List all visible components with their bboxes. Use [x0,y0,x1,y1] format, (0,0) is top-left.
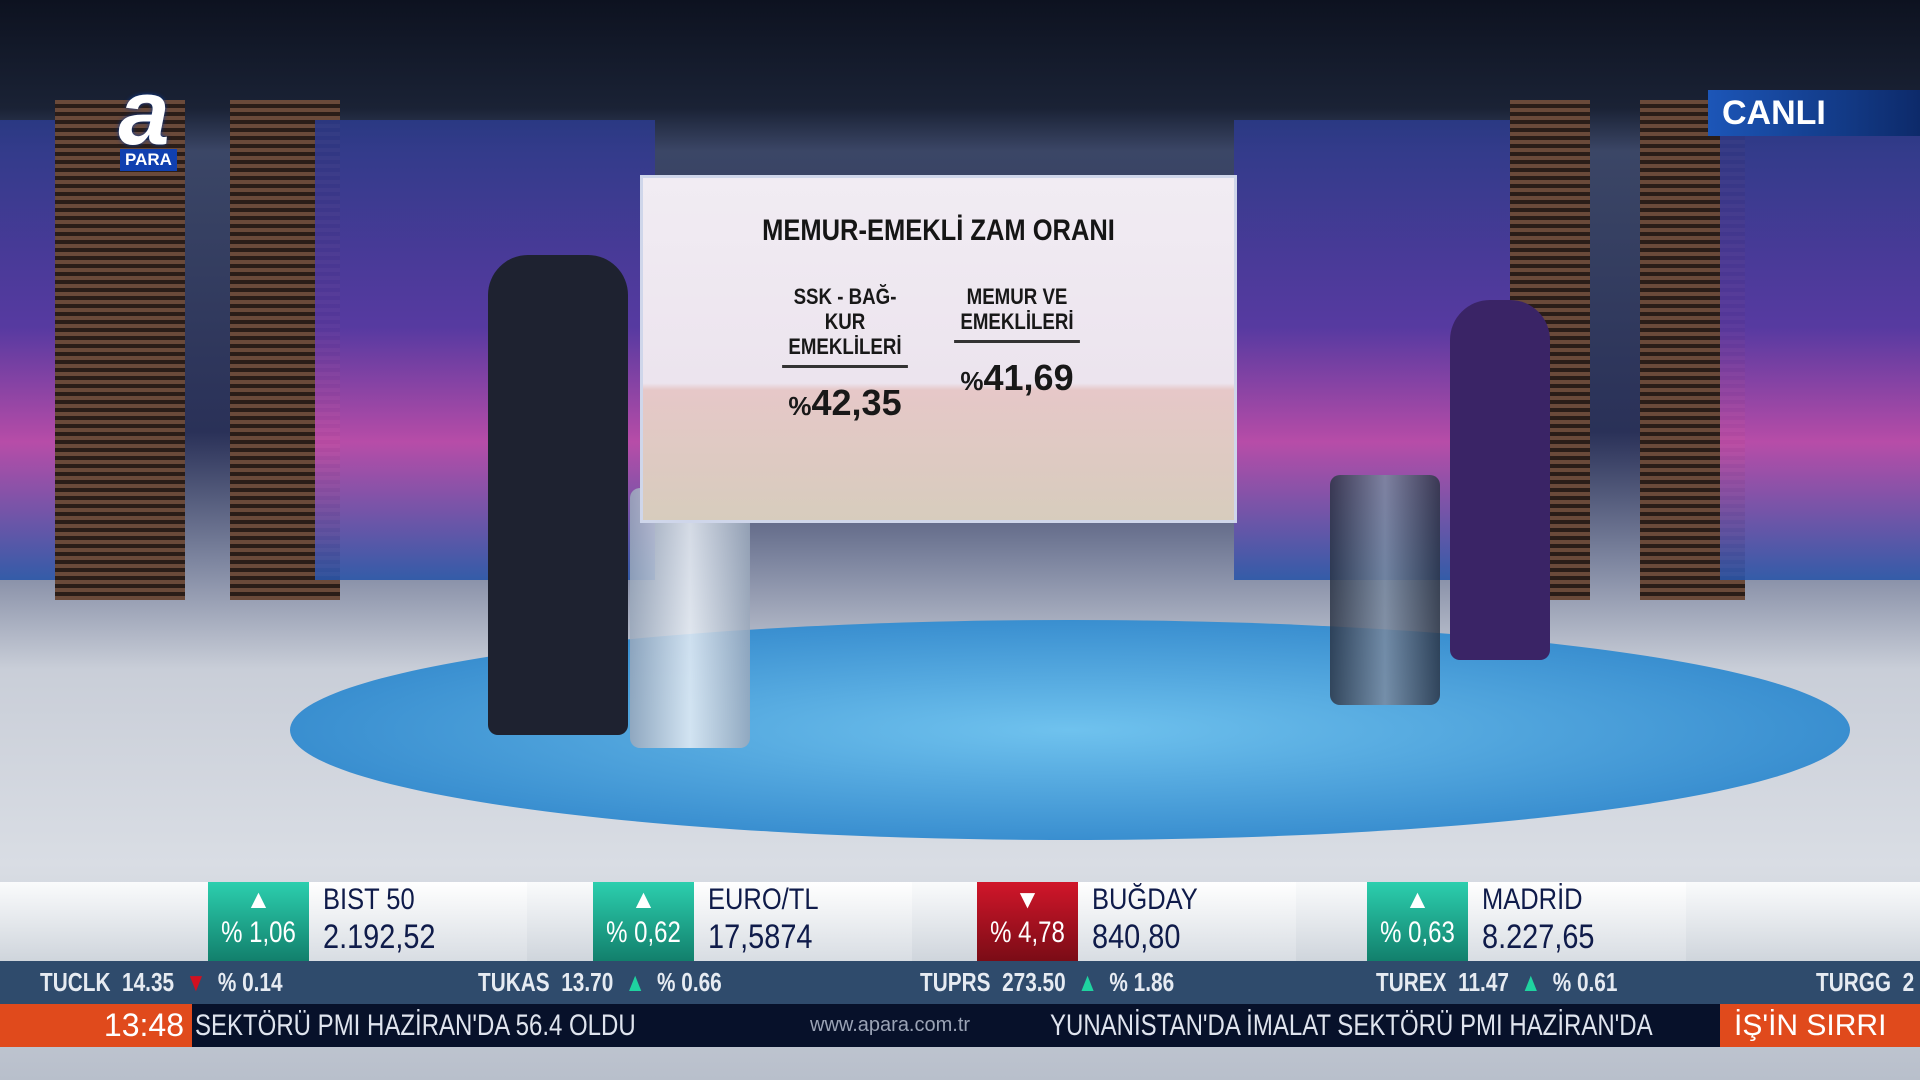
presenter-male [488,255,628,735]
headline: YUNANİSTAN'DA İMALAT SEKTÖRÜ PMI HAZİRAN… [1050,1009,1653,1042]
program-name: İŞ'İN SIRRI [1720,1004,1920,1047]
graphic-title: MEMUR-EMEKLİ ZAM ORANI [762,214,1115,247]
market-item: MADRİD 8.227,65 [1468,882,1686,961]
presenter-desk [630,488,750,748]
news-ticker: 13:48 SEKTÖRÜ PMI HAZİRAN'DA 56.4 OLDU w… [0,1004,1920,1047]
stock-item: TUKAS 13.70 ▲ % 0.66 [478,967,722,997]
column-label: SSK - BAĞ-KUR [793,284,897,334]
market-item: BUĞDAY 840,80 [1078,882,1296,961]
market-ticker: ▲% 1,06 BIST 50 2.192,52 ▲% 0,62 EURO/TL 1… [0,882,1920,961]
video-wall [1720,120,1920,580]
up-arrow-icon: ▲ [1077,967,1098,997]
market-item: BIST 50 2.192,52 [309,882,527,961]
apara-logo: a PARA [98,67,190,171]
up-arrow-icon: ▲ [245,884,272,914]
column-label: EMEKLİLERİ [960,309,1074,334]
rate-value: %41,69 [960,357,1074,398]
down-arrow-icon: ▼ [1014,884,1041,914]
change-box: ▲% 0,62 [593,882,694,961]
website-url: www.apara.com.tr [810,1014,971,1036]
memur-column: MEMUR VE EMEKLİLERİ %41,69 [943,284,1091,399]
rate-value: %42,35 [788,382,902,423]
change-box: ▲% 0,63 [1367,882,1468,961]
stock-item: TURGG 2 [1816,967,1915,997]
up-arrow-icon: ▲ [624,967,646,997]
stock-item: TUPRS 273.50 ▲ % 1.86 [920,967,1175,997]
stock-item: TUREX 11.47 ▲ % 0.61 [1376,967,1618,997]
down-arrow-icon: ▼ [185,967,207,997]
ssk-bagkur-column: SSK - BAĞ-KUR EMEKLİLERİ %42,35 [771,284,919,424]
presenter-female [1450,300,1550,660]
clock: 13:48 [0,1004,192,1047]
up-arrow-icon: ▲ [630,884,657,914]
change-box: ▼% 4,78 [977,882,1078,961]
presenter-desk [1330,475,1440,705]
headline: SEKTÖRÜ PMI HAZİRAN'DA 56.4 OLDU [195,1009,636,1042]
change-box: ▲% 1,06 [208,882,309,961]
stock-ticker: TUCLK 14.35 ▼ % 0.14 TUKAS 13.70 ▲ % 0.6… [0,961,1920,1004]
up-arrow-icon: ▲ [1520,967,1542,997]
up-arrow-icon: ▲ [1404,884,1431,914]
wall-slats [55,100,185,600]
column-label: MEMUR VE [966,284,1068,309]
info-graphic-screen: MEMUR-EMEKLİ ZAM ORANI SSK - BAĞ-KUR EMEK… [643,178,1234,520]
column-label: EMEKLİLERİ [788,334,902,359]
stock-item: TUCLK 14.35 ▼ % 0.14 [40,967,283,997]
live-badge: CANLI [1708,90,1920,136]
market-item: EURO/TL 17,5874 [694,882,912,961]
